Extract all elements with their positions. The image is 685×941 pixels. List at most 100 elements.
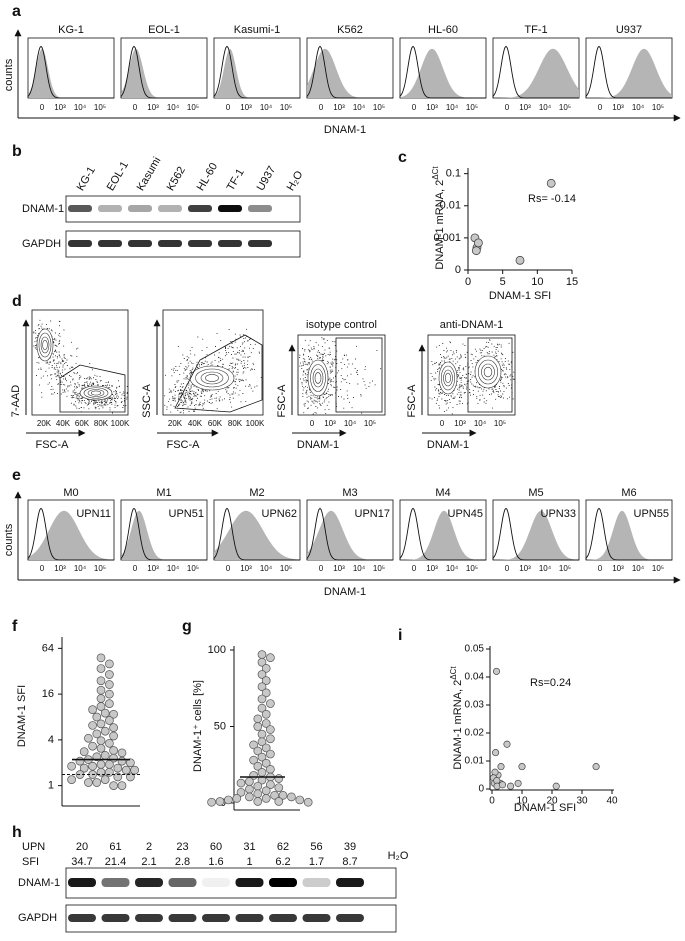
x-tick-label: 10⁵ — [494, 419, 506, 428]
contour — [189, 365, 235, 391]
stained-histogram — [28, 48, 114, 98]
subtype-title: M5 — [528, 487, 543, 499]
x-tick-label: 10⁵ — [187, 564, 199, 573]
lane-label: U937 — [255, 164, 279, 193]
data-point — [113, 763, 123, 773]
data-point — [261, 676, 271, 685]
x-tick-label: 0 — [598, 103, 603, 112]
y-axis-label: DNAM-1⁺ cells [%] — [192, 680, 204, 772]
x-tick-label: 10⁵ — [94, 103, 106, 112]
data-point — [261, 719, 271, 728]
x-tick-label: 0 — [226, 103, 231, 112]
isotype-histogram — [585, 507, 672, 561]
data-point — [105, 716, 114, 725]
data-point — [88, 721, 97, 730]
y-axis-label: DNAM-1 mRNA, 2ΔCt — [449, 666, 464, 770]
sfi-value: 1.7 — [309, 856, 324, 868]
data-point — [245, 792, 254, 802]
x-axis-label: DNAM-1 — [324, 124, 366, 136]
isotype-histogram — [492, 507, 579, 561]
plot-frame — [31, 309, 129, 416]
isotype-histogram — [399, 507, 486, 561]
upn-label: UPN55 — [634, 508, 669, 520]
plot-title: isotype control — [306, 319, 377, 331]
data-point — [492, 749, 500, 757]
y-axis-label-text: DNAM-1 mRNA, 2 — [434, 180, 446, 270]
blot-band — [101, 878, 130, 887]
data-point — [257, 670, 267, 679]
panel-label: c — [398, 149, 407, 166]
isotype-histogram — [399, 45, 486, 99]
gate — [467, 337, 513, 413]
y-tick-label: 0.001 — [433, 232, 461, 244]
subtype-title: M4 — [435, 487, 450, 499]
blot-band — [218, 240, 242, 247]
x-tick-label: 10³ — [519, 103, 531, 112]
data-point — [109, 781, 118, 790]
data-point — [109, 723, 118, 732]
gate — [59, 364, 126, 413]
data-point — [278, 790, 288, 800]
contour — [314, 372, 322, 384]
sfi-value: 1 — [246, 856, 252, 868]
annotation: Rs=0.24 — [530, 677, 571, 689]
blot-band — [235, 914, 264, 922]
contour — [79, 385, 113, 401]
data-point — [492, 667, 501, 675]
data-point — [88, 761, 97, 771]
x-tick-label: 10⁵ — [94, 564, 106, 573]
x-tick-label: 60K — [75, 419, 90, 428]
water-label: H₂O — [388, 850, 409, 862]
x-tick-label: 0 — [133, 103, 138, 112]
data-point — [261, 794, 271, 803]
x-tick-label: 0 — [133, 564, 138, 573]
x-tick-label: 10⁴ — [353, 564, 366, 573]
contour — [205, 374, 219, 382]
data-point — [100, 726, 110, 736]
data-point — [261, 743, 271, 753]
subtype-title: M3 — [342, 487, 357, 499]
x-tick-label: 10⁴ — [167, 564, 180, 573]
data-point — [257, 703, 267, 713]
data-point — [257, 768, 267, 777]
upn-value: 61 — [109, 841, 121, 853]
blot-band — [128, 240, 152, 247]
data-point — [266, 734, 275, 744]
y-axis-label: SSC-A — [141, 384, 153, 418]
contour — [307, 359, 329, 397]
sample-title: KG-1 — [58, 24, 84, 36]
x-tick-label: 10³ — [54, 564, 66, 573]
blot-band — [98, 240, 122, 247]
data-point — [109, 731, 118, 741]
data-point — [257, 682, 267, 692]
x-tick-label: 20K — [37, 419, 52, 428]
blot-band — [188, 240, 212, 247]
upn-value: 62 — [277, 841, 289, 853]
x-axis-label: DNAM-1 — [297, 439, 339, 451]
data-point — [109, 746, 118, 755]
upn-value: 2 — [146, 841, 152, 853]
isotype-histogram — [306, 45, 393, 99]
lane-label: K562 — [165, 165, 188, 193]
x-tick-label: 0 — [40, 103, 45, 112]
contour — [195, 368, 229, 388]
x-tick-label: 10³ — [333, 564, 345, 573]
blot-frame — [65, 195, 301, 223]
data-point — [274, 774, 284, 783]
data-point — [261, 688, 271, 698]
data-point — [96, 702, 106, 711]
blot-band — [269, 878, 297, 887]
x-tick-label: 10³ — [612, 564, 624, 573]
data-point — [253, 781, 263, 791]
x-tick-label: 0 — [412, 103, 417, 112]
panel-label: a — [12, 3, 21, 20]
isotype-histogram — [492, 45, 579, 99]
x-tick-label: 20K — [168, 419, 183, 428]
subtype-title: M2 — [249, 487, 264, 499]
x-tick-label: 0 — [489, 796, 495, 807]
data-point — [518, 763, 526, 771]
stained-histogram — [214, 48, 300, 98]
lane-label: H₂O — [285, 169, 306, 193]
y-axis-label: DNAM-1 mRNA, 2ΔCt — [431, 166, 446, 270]
